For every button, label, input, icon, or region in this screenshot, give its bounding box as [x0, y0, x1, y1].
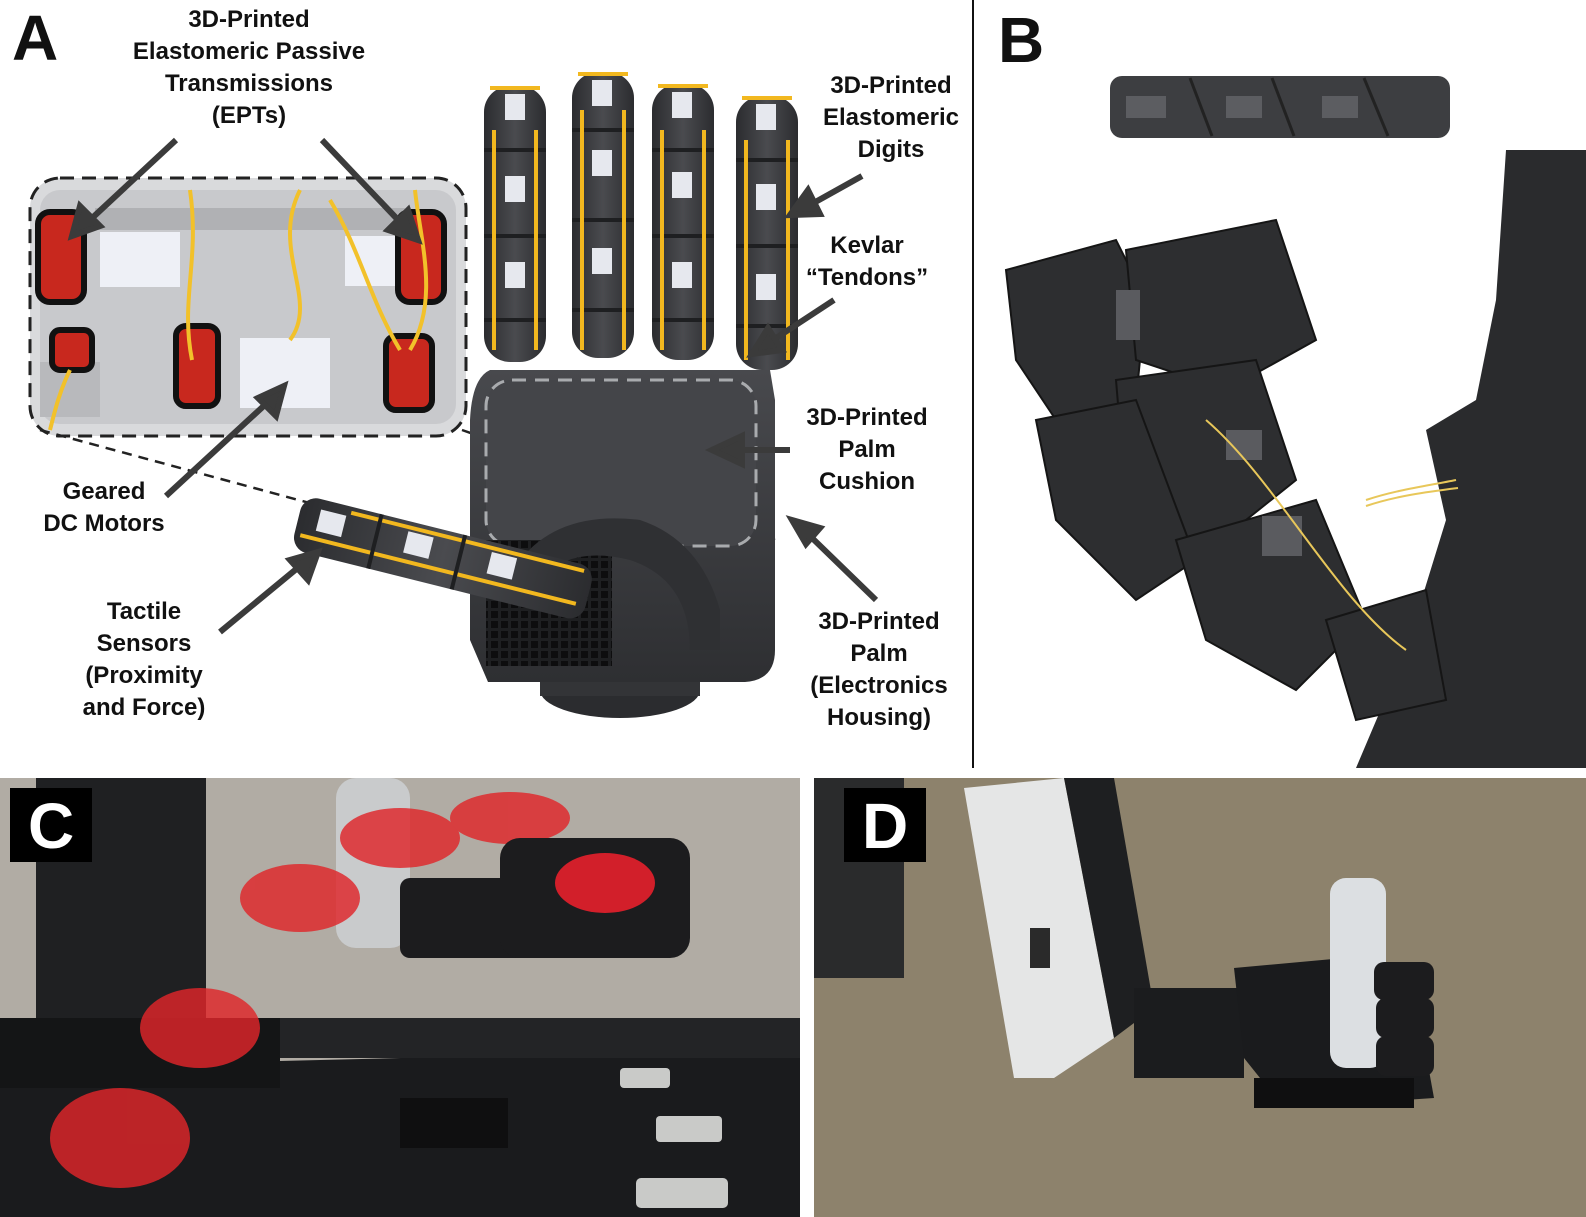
curled-finger-photo — [1004, 218, 1448, 722]
motion-blur-photo-illustration — [0, 778, 800, 1217]
callout-epts: 3D-Printed Elastomeric Passive Transmiss… — [118, 4, 380, 132]
callout-digits-line: 3D-Printed — [830, 72, 952, 99]
callout-digits-line: Elastomeric — [822, 104, 960, 131]
tendons — [490, 72, 792, 360]
callout-cushion-line: Palm — [838, 436, 896, 463]
fingers — [484, 72, 798, 370]
callout-cushion: 3D-Printed Palm Cushion — [792, 402, 942, 498]
flat-digit-render — [1110, 76, 1450, 138]
callout-cushion-line: Cushion — [819, 468, 915, 495]
hand-render-illustration — [28, 72, 879, 718]
callout-digits: 3D-Printed Elastomeric Digits — [812, 70, 970, 166]
divider-vertical — [972, 0, 974, 768]
panel-label-d: D — [844, 788, 927, 862]
panel-label-b: B — [998, 4, 1045, 76]
callout-epts-line: Elastomeric Passive — [132, 38, 366, 65]
callout-sensors-line: Sensors — [96, 630, 192, 657]
callout-epts-line: Transmissions — [164, 70, 334, 97]
panel-b: B — [976, 0, 1586, 768]
kevlar-tendon-photo — [1205, 419, 1459, 651]
callout-digits-line: Digits — [857, 136, 925, 163]
callout-tendons-line: “Tendons” — [805, 264, 929, 291]
callout-sensors-line: (Proximity — [85, 662, 203, 689]
callout-sensors: Tactile Sensors (Proximity and Force) — [64, 596, 224, 724]
callout-epts-line: (EPTs) — [211, 102, 287, 129]
callout-motors-line: Geared — [62, 478, 146, 505]
panel-label-a: A — [12, 2, 59, 74]
callout-palm-line: Palm — [850, 640, 908, 667]
callout-tendons-line: Kevlar — [830, 232, 904, 259]
callout-sensors-line: and Force) — [82, 694, 206, 721]
finger-photo-illustration — [1004, 76, 1586, 768]
callout-palm-line: (Electronics — [810, 672, 948, 699]
callout-motors: Geared DC Motors — [24, 476, 184, 540]
callout-motors-line: DC Motors — [43, 510, 165, 537]
panel-label-c: C — [10, 788, 93, 862]
callout-epts-line: 3D-Printed — [188, 6, 310, 33]
can-grasp-photo-illustration — [814, 778, 1586, 1217]
callout-cushion-line: 3D-Printed — [806, 404, 928, 431]
callout-tendons: Kevlar “Tendons” — [782, 230, 952, 294]
motion-blur-trail — [50, 792, 570, 1188]
callout-sensors-line: Tactile — [106, 598, 182, 625]
annotation-arrows — [67, 137, 879, 635]
callout-palm-line: 3D-Printed — [818, 608, 940, 635]
panel-c: C — [0, 778, 800, 1217]
palm-housing — [470, 370, 775, 682]
panel-a: A 3D-Printed Elastomeric Passive Transmi… — [0, 0, 970, 768]
thumb — [293, 498, 592, 619]
panel-d: D — [814, 778, 1586, 1217]
can-object — [1330, 878, 1386, 1068]
callout-palm-line: Housing) — [827, 704, 931, 731]
callout-palm: 3D-Printed Palm (Electronics Housing) — [796, 606, 962, 734]
